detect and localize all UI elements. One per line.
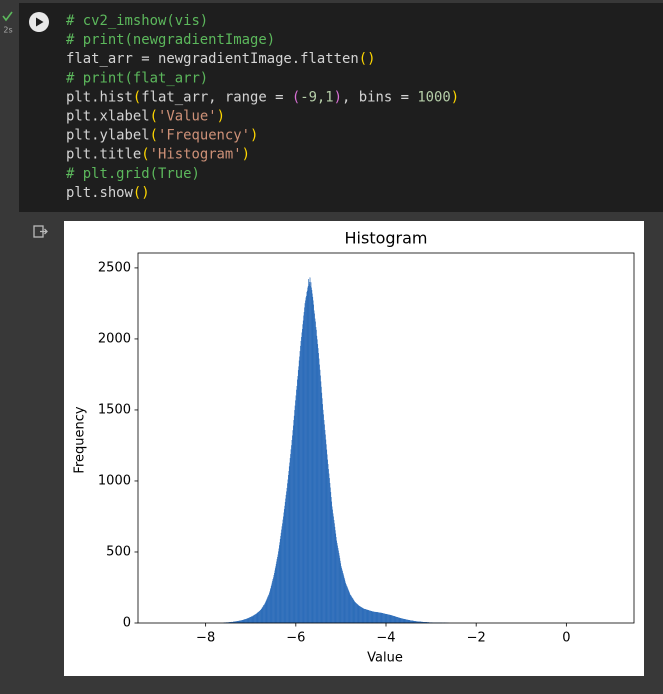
code-token: -9,1 bbox=[300, 89, 333, 105]
code-line: # print(flat_arr) bbox=[66, 70, 208, 86]
y-axis-label: Frequency bbox=[73, 406, 88, 473]
code-token: ) bbox=[451, 89, 459, 105]
y-tick-label: 1500 bbox=[98, 402, 131, 417]
chart-title: Histogram bbox=[345, 229, 428, 248]
code-token: ( bbox=[292, 89, 300, 105]
code-token: , bins = bbox=[342, 89, 417, 105]
code-token: # print(newgradientImage) bbox=[66, 32, 275, 48]
code-token: plt.show bbox=[66, 185, 134, 201]
code-token: ( bbox=[150, 109, 158, 125]
code-token: 1000 bbox=[417, 89, 450, 105]
y-tick-label: 1000 bbox=[98, 473, 131, 488]
code-line: plt.show() bbox=[66, 185, 150, 201]
code-token: 'Histogram' bbox=[150, 147, 242, 163]
x-tick-label: −4 bbox=[376, 631, 395, 646]
x-tick-label: 0 bbox=[562, 631, 570, 646]
code-line: plt.xlabel('Value') bbox=[66, 109, 225, 125]
code-token: ) bbox=[242, 147, 250, 163]
x-tick-label: −6 bbox=[286, 631, 305, 646]
code-token: ) bbox=[334, 89, 342, 105]
code-token: 'Value' bbox=[158, 109, 217, 125]
code-line: # plt.grid(True) bbox=[66, 166, 200, 182]
code-token: flat_arr, range = bbox=[141, 89, 292, 105]
run-button-icon[interactable] bbox=[36, 17, 44, 27]
code-line: # cv2_imshow(vis) bbox=[66, 13, 208, 29]
x-tick-label: −2 bbox=[467, 631, 486, 646]
y-tick-label: 2000 bbox=[98, 331, 131, 346]
code-token: ) bbox=[250, 128, 258, 144]
code-token: 'Frequency' bbox=[158, 128, 250, 144]
run-button[interactable] bbox=[29, 12, 49, 32]
code-token: ( bbox=[150, 128, 158, 144]
code-token: # print(flat_arr) bbox=[66, 70, 208, 86]
exec-time: 2s bbox=[3, 26, 12, 35]
x-axis-label: Value bbox=[367, 651, 403, 666]
code-token: plt.title bbox=[66, 147, 141, 163]
code-token: # plt.grid(True) bbox=[66, 166, 200, 182]
code-line: plt.ylabel('Frequency') bbox=[66, 128, 258, 144]
code-token: ) bbox=[217, 109, 225, 125]
code-lines: # cv2_imshow(vis) # print(newgradientImag… bbox=[66, 13, 459, 201]
code-token: () bbox=[359, 51, 376, 67]
code-token: ( bbox=[133, 89, 141, 105]
code-line: flat_arr = newgradientImage.flatten() bbox=[66, 51, 375, 67]
code-editor bbox=[19, 3, 663, 212]
code-token: plt.xlabel bbox=[66, 109, 150, 125]
y-tick-label: 0 bbox=[123, 616, 131, 631]
code-token: ( bbox=[141, 147, 149, 163]
code-line: # print(newgradientImage) bbox=[66, 32, 275, 48]
plot: Histogram Value Frequency 0 500 1000 1500 20… bbox=[73, 229, 635, 666]
status-check bbox=[2, 11, 13, 22]
output-icon[interactable] bbox=[33, 225, 48, 238]
bars bbox=[223, 277, 449, 624]
code-token: # cv2_imshow(vis) bbox=[66, 13, 208, 29]
y-tick-label: 500 bbox=[106, 544, 131, 559]
code-token: plt.hist bbox=[66, 89, 133, 105]
axes-frame bbox=[137, 252, 635, 624]
code-token: plt.ylabel bbox=[66, 128, 150, 144]
code-line: plt.hist(flat_arr, range = (-9,1), bins … bbox=[66, 89, 459, 105]
output-icon-arrow[interactable] bbox=[40, 228, 48, 235]
code-token: flat_arr = newgradientImage.flatten bbox=[66, 51, 359, 67]
y-tick-label: 2500 bbox=[98, 260, 131, 275]
x-tick-label: −8 bbox=[196, 631, 215, 646]
code-line: plt.title('Histogram') bbox=[66, 147, 250, 163]
code-token: () bbox=[133, 185, 150, 201]
